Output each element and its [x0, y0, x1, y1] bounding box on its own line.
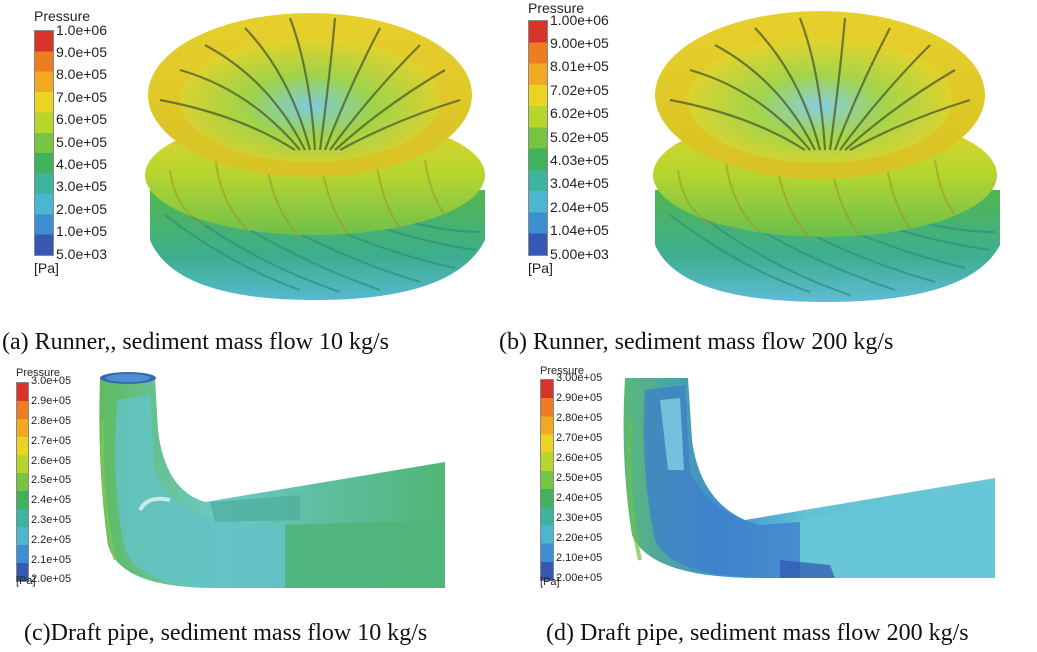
legend-tick-label: 4.03e+05	[550, 152, 609, 168]
legend-tick-label: 2.60e+05	[556, 452, 603, 465]
legend-tick-label: 2.30e+05	[556, 512, 603, 525]
legend-tick-label: 2.8e+05	[31, 415, 72, 427]
legend-tick-label: 3.0e+05	[31, 375, 72, 388]
legend-tick-label: 2.6e+05	[31, 454, 72, 467]
legend-a: Pressure 1.0e+06 9.0e+05 8.0e+05 7.0e+05 6.0…	[34, 8, 144, 278]
legend-tick-label: 1.04e+05	[550, 222, 609, 239]
legend-tick-label: 6.02e+05	[550, 105, 609, 122]
legend-tick-label: 6.0e+05	[56, 111, 107, 128]
legend-tick-label: 4.0e+05	[56, 156, 107, 172]
legend-title: Pressure	[528, 0, 585, 16]
caption-b: (b) Runner, sediment mass flow 200 kg/s	[499, 329, 894, 355]
legend-b: Pressure 1.00e+06 9.00e+05 8.01e+05 7.02e+0…	[528, 0, 648, 280]
legend-unit: [Pa]	[16, 575, 36, 587]
legend-tick-label: 2.50e+05	[556, 472, 603, 485]
legend-tick-label: 7.02e+05	[550, 81, 609, 98]
legend-tick-label: 2.90e+05	[556, 392, 603, 405]
legend-tick-label: 2.9e+05	[31, 395, 72, 408]
caption-d: (d) Draft pipe, sediment mass flow 200 k…	[546, 620, 969, 646]
color-bar	[528, 20, 548, 256]
color-bar	[16, 382, 29, 582]
legend-title: Pressure	[16, 367, 61, 379]
legend-tick-label: 8.0e+05	[56, 66, 107, 83]
legend-tick-label: 2.0e+05	[56, 200, 107, 217]
legend-tick-label: 2.40e+05	[556, 492, 603, 505]
legend-unit: [Pa]	[540, 576, 560, 588]
legend-tick-label: 9.0e+05	[56, 44, 107, 60]
legend-tick-label: 5.0e+03	[56, 245, 107, 262]
legend-tick-label: 8.01e+05	[550, 58, 609, 75]
color-bar	[34, 30, 54, 256]
legend-tick-label: 5.00e+03	[550, 245, 609, 262]
legend-tick-label: 2.20e+05	[556, 532, 603, 545]
legend-title: Pressure	[540, 365, 585, 377]
caption-a: (a) Runner,, sediment mass flow 10 kg/s	[2, 329, 389, 355]
legend-tick-label: 2.7e+05	[31, 434, 72, 447]
legend-tick-label: 3.0e+05	[56, 178, 107, 195]
legend-tick-label: 2.00e+05	[556, 572, 603, 585]
legend-tick-label: 1.0e+05	[56, 223, 107, 240]
legend-unit: [Pa]	[528, 260, 553, 276]
legend-tick-label: 2.04e+05	[550, 198, 609, 215]
legend-tick-label: 1.0e+06	[56, 21, 107, 38]
legend-tick-label: 2.2e+05	[31, 533, 72, 546]
legend-tick-label: 2.4e+05	[31, 494, 72, 507]
legend-c: Pressure 3.0e+05 2.9e+05 2.8e+05 2.7e+05 2.6…	[16, 367, 96, 587]
color-bar	[540, 379, 554, 581]
legend-unit: [Pa]	[34, 260, 59, 276]
legend-tick-label: 2.1e+05	[31, 553, 72, 566]
legend-tick-label: 9.00e+05	[550, 35, 609, 51]
legend-tick-label: 2.10e+05	[556, 552, 603, 565]
legend-tick-label: 1.00e+06	[550, 11, 609, 28]
legend-tick-label: 3.04e+05	[550, 175, 609, 192]
legend-tick-label: 2.3e+05	[31, 514, 72, 526]
legend-tick-label: 5.0e+05	[56, 133, 107, 150]
legend-tick-label: 7.0e+05	[56, 88, 107, 105]
legend-tick-label: 2.5e+05	[31, 474, 72, 487]
legend-tick-label: 2.0e+05	[31, 573, 72, 586]
legend-tick-label: 2.70e+05	[556, 432, 603, 445]
legend-tick-label: 5.02e+05	[550, 128, 609, 145]
legend-d: Pressure 3.00e+05 2.90e+05 2.80e+05 2.70e+0…	[540, 365, 630, 595]
legend-tick-label: 3.00e+05	[556, 372, 603, 385]
legend-title: Pressure	[34, 8, 91, 24]
caption-c: (c)Draft pipe, sediment mass flow 10 kg/…	[24, 620, 428, 646]
legend-tick-label: 2.80e+05	[556, 412, 603, 425]
